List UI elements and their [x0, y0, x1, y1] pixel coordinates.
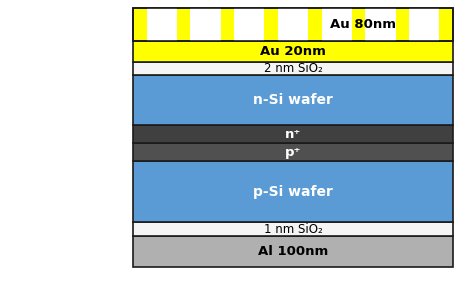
Bar [133, 236, 453, 267]
Bar [133, 125, 453, 143]
Bar [278, 8, 308, 42]
Bar [133, 75, 453, 125]
Bar [133, 8, 453, 42]
Text: n⁺: n⁺ [285, 128, 301, 141]
Text: Al 100nm: Al 100nm [258, 245, 328, 258]
Bar [234, 8, 264, 42]
Bar [133, 8, 453, 42]
Text: n-Si wafer: n-Si wafer [253, 93, 333, 107]
Bar [133, 62, 453, 75]
Bar [191, 8, 220, 42]
Bar [365, 8, 396, 42]
Text: Au 80nm: Au 80nm [331, 18, 396, 31]
Text: p⁺: p⁺ [285, 146, 301, 158]
Text: Au 20nm: Au 20nm [260, 45, 326, 58]
Bar [133, 42, 453, 62]
Text: 2 nm SiO₂: 2 nm SiO₂ [264, 62, 322, 75]
Bar [133, 222, 453, 236]
Bar [409, 8, 439, 42]
Bar [146, 8, 177, 42]
Text: 1 nm SiO₂: 1 nm SiO₂ [264, 223, 322, 235]
Bar [133, 161, 453, 222]
Bar [133, 143, 453, 161]
Text: p-Si wafer: p-Si wafer [253, 185, 333, 199]
Bar [322, 8, 352, 42]
